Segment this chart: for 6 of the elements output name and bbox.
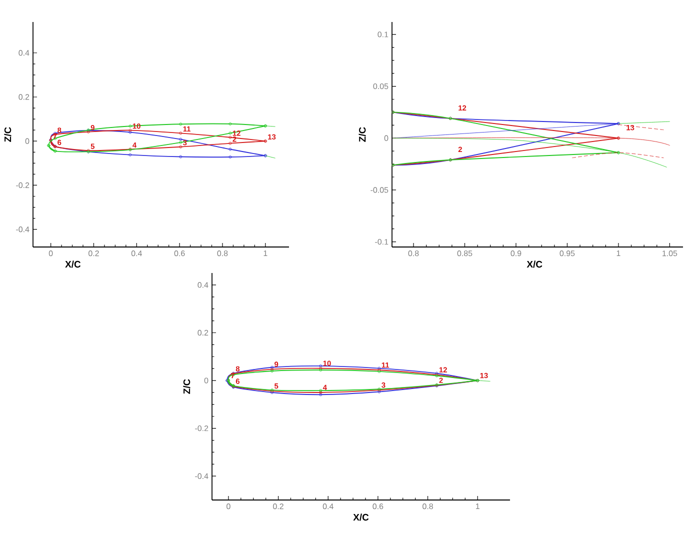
y-axis-title: Z/C bbox=[358, 127, 366, 142]
y-axis-title: Z/C bbox=[4, 127, 12, 142]
x-axis-title: X/C bbox=[353, 514, 369, 521]
x-axis-title: X/C bbox=[65, 260, 81, 268]
y-axis-title: Z/C bbox=[183, 379, 190, 394]
x-axis-title: X/C bbox=[526, 260, 542, 268]
